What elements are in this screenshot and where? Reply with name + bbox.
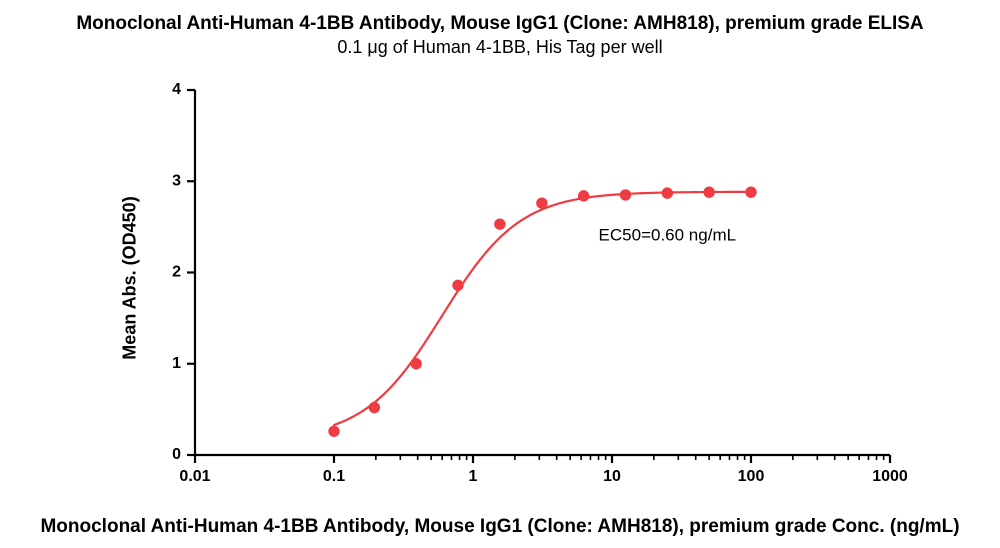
svg-text:1000: 1000	[872, 468, 908, 485]
svg-text:10: 10	[603, 468, 621, 485]
svg-text:2: 2	[172, 264, 181, 281]
chart-plot: 0 1 2 3 4 0.01 0.1 1 10 100 1000 EC50=0.60 ng/mL	[0, 0, 1000, 548]
svg-text:1: 1	[469, 468, 478, 485]
svg-text:4: 4	[172, 81, 181, 98]
svg-text:0.01: 0.01	[179, 468, 210, 485]
svg-text:3: 3	[172, 172, 181, 189]
svg-text:1: 1	[172, 355, 181, 372]
svg-text:0.1: 0.1	[323, 468, 345, 485]
ec50-annotation: EC50=0.60 ng/mL	[599, 226, 737, 245]
svg-text:100: 100	[738, 468, 765, 485]
svg-text:0: 0	[172, 446, 181, 463]
